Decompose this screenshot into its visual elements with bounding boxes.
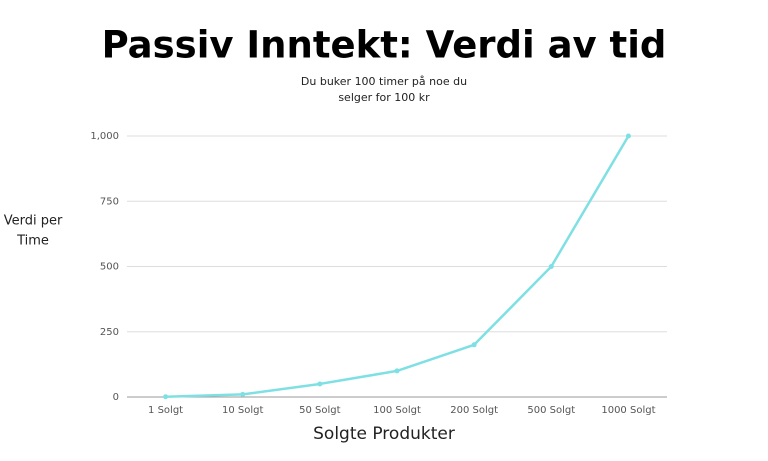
- y-axis-label: Verdi per: [4, 214, 63, 229]
- x-tick-label: 50 Solgt: [299, 405, 340, 416]
- x-tick-label: 1000 Solgt: [601, 405, 655, 416]
- data-point: [317, 381, 323, 387]
- x-tick-label: 10 Solgt: [222, 405, 263, 416]
- x-tick-label: 1 Solgt: [148, 405, 183, 416]
- y-tick-label: 250: [100, 327, 119, 338]
- y-axis-label: Time: [16, 234, 49, 249]
- y-tick-label: 750: [100, 196, 119, 207]
- data-point: [240, 391, 246, 397]
- y-tick-label: 500: [100, 262, 119, 273]
- chart-subtitle: selger for 100 kr: [338, 91, 430, 104]
- data-point: [163, 394, 169, 400]
- chart-subtitle: Du buker 100 timer på noe du: [301, 75, 467, 88]
- y-tick-label: 1,000: [90, 131, 119, 142]
- x-tick-label: 200 Solgt: [450, 405, 498, 416]
- data-point: [548, 264, 554, 269]
- x-tick-label: 500 Solgt: [527, 405, 575, 416]
- chart-title: Passiv Inntekt: Verdi av tid: [102, 24, 667, 67]
- data-point: [394, 368, 400, 374]
- y-tick-label: 0: [113, 392, 119, 403]
- x-axis-label: Solgte Produkter: [313, 424, 455, 444]
- data-point: [625, 133, 631, 139]
- data-point: [471, 342, 477, 348]
- x-tick-label: 100 Solgt: [373, 405, 421, 416]
